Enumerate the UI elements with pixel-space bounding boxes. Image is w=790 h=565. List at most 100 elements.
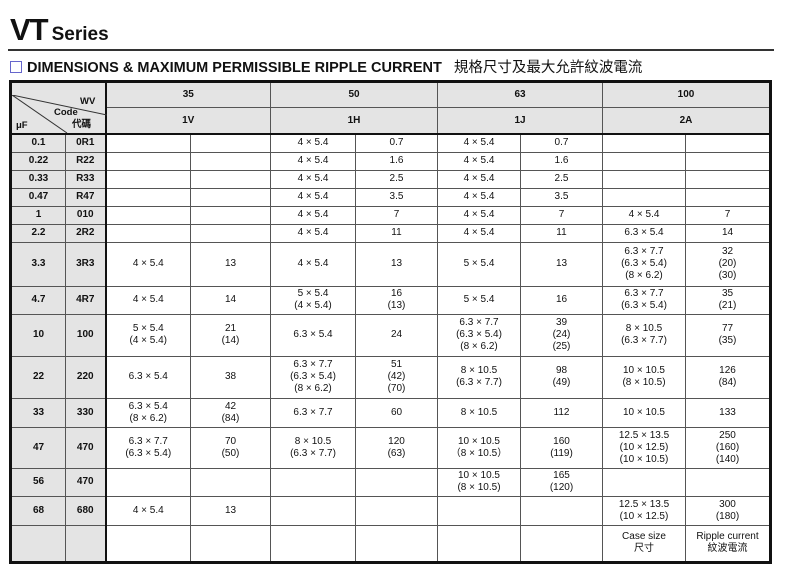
ripple-50v-cell: 3.5 <box>355 187 438 207</box>
case-size-50v-cell: 5 × 5.4 (4 × 5.4) <box>270 285 356 315</box>
ripple-35v-cell: 13 <box>190 495 271 526</box>
case-size-50v-cell: 4 × 5.4 <box>270 187 356 207</box>
case-size-35v-cell: 5 × 5.4 (4 × 5.4) <box>104 313 191 357</box>
case-size-35v-cell: 4 × 5.4 <box>104 285 191 315</box>
code-cell: 010 <box>65 205 106 225</box>
table-row: 2.2 2R2 4 × 5.4 11 4 × 5.4 11 6.3 × 5.4 14 <box>10 223 771 243</box>
ripple-50v-cell: 1.6 <box>355 151 438 171</box>
corner-header: WV Code 代碼 μF <box>10 81 107 135</box>
case-size-35v-cell <box>104 187 191 207</box>
ripple-35v-cell <box>190 524 271 563</box>
ripple-63v-cell: 11 <box>520 223 603 243</box>
ripple-35v-cell: 38 <box>190 355 271 399</box>
case-size-35v-cell: 6.3 × 5.4 (8 × 6.2) <box>104 397 191 428</box>
ripple-35v-cell <box>190 169 271 189</box>
case-size-100v-cell: 10 × 10.5 (8 × 10.5) <box>602 355 686 399</box>
case-size-100v-cell: 12.5 × 13.5 (10 × 12.5) (10 × 10.5) <box>602 426 686 469</box>
case-size-50v-cell: 4 × 5.4 <box>270 241 356 287</box>
ripple-63v-cell: 160 (119) <box>520 426 603 469</box>
case-size-35v-cell: 6.3 × 7.7 (6.3 × 5.4) <box>104 426 191 469</box>
case-size-50v-cell <box>270 524 356 563</box>
ripple-100v-cell: 7 <box>685 205 771 225</box>
capacitance-cell: 0.47 <box>10 187 66 207</box>
ripple-63v-cell: 16 <box>520 285 603 315</box>
series-name: VT <box>10 12 49 47</box>
code-label: Code <box>54 107 78 118</box>
ripple-63v-cell <box>520 495 603 526</box>
code-cell: R47 <box>65 187 106 207</box>
ripple-50v-cell: 11 <box>355 223 438 243</box>
ripple-35v-cell <box>190 223 271 243</box>
case-size-50v-cell: 6.3 × 7.7 <box>270 397 356 428</box>
table-row: 47 470 6.3 × 7.7 (6.3 × 5.4) 70 (50) 8 × 10.… <box>10 426 771 469</box>
case-size-100v-cell: 4 × 5.4 <box>602 205 686 225</box>
ripple-50v-cell <box>355 495 438 526</box>
case-size-50v-cell: 4 × 5.4 <box>270 223 356 243</box>
ripple-35v-cell: 42 (84) <box>190 397 271 428</box>
section-heading: DIMENSIONS & MAXIMUM PERMISSIBLE RIPPLE … <box>10 56 642 77</box>
ripple-35v-cell <box>190 187 271 207</box>
case-size-35v-cell <box>104 524 191 563</box>
wv-label: WV <box>80 96 96 107</box>
case-size-100v-cell: 8 × 10.5 (6.3 × 7.7) <box>602 313 686 357</box>
wv-header: 100 <box>602 80 771 109</box>
code-cell: 330 <box>65 397 106 428</box>
ripple-100v-cell: 133 <box>685 397 771 428</box>
ripple-100v-cell: Ripple current 紋波電流 <box>685 524 771 563</box>
case-size-35v-cell: 4 × 5.4 <box>104 495 191 526</box>
case-size-100v-cell: 6.3 × 5.4 <box>602 223 686 243</box>
case-size-100v-cell <box>602 151 686 171</box>
ripple-100v-cell: 35 (21) <box>685 285 771 315</box>
case-size-50v-cell <box>270 495 356 526</box>
section-title: DIMENSIONS & MAXIMUM PERMISSIBLE RIPPLE … <box>27 60 442 76</box>
ripple-63v-cell <box>520 524 603 563</box>
code-cell: 3R3 <box>65 241 106 287</box>
case-size-50v-cell: 4 × 5.4 <box>270 169 356 189</box>
table-row: 0.22 R22 4 × 5.4 1.6 4 × 5.4 1.6 <box>10 151 771 171</box>
capacitance-cell: 10 <box>10 313 66 357</box>
case-size-100v-cell <box>602 467 686 497</box>
case-size-100v-cell: Case size 尺寸 <box>602 524 686 563</box>
ripple-50v-cell: 0.7 <box>355 133 438 153</box>
wv-header: 35 <box>105 80 271 109</box>
capacitance-cell: 3.3 <box>10 241 66 287</box>
ripple-35v-cell <box>190 205 271 225</box>
case-size-63v-cell: 5 × 5.4 <box>437 241 521 287</box>
table-row: 0.47 R47 4 × 5.4 3.5 4 × 5.4 3.5 <box>10 187 771 207</box>
capacitance-cell: 0.33 <box>10 169 66 189</box>
table-row: 0.33 R33 4 × 5.4 2.5 4 × 5.4 2.5 <box>10 169 771 189</box>
case-size-63v-cell: 4 × 5.4 <box>437 223 521 243</box>
case-size-35v-cell <box>104 205 191 225</box>
ripple-63v-cell: 39 (24) (25) <box>520 313 603 357</box>
code-header: 2A <box>602 107 771 136</box>
ripple-63v-cell: 0.7 <box>520 133 603 153</box>
ripple-50v-cell: 51 (42) (70) <box>355 355 438 399</box>
code-header: 1J <box>437 107 603 136</box>
table-row: Case size 尺寸 Ripple current 紋波電流 <box>10 524 771 563</box>
ripple-35v-cell <box>190 133 271 153</box>
table-row: 4.7 4R7 4 × 5.4 14 5 × 5.4 (4 × 5.4) 16 (13) 5… <box>10 285 771 315</box>
case-size-63v-cell: 8 × 10.5 (6.3 × 7.7) <box>437 355 521 399</box>
code-cell: 100 <box>65 313 106 357</box>
case-size-50v-cell: 4 × 5.4 <box>270 151 356 171</box>
series-label: Series <box>51 24 109 45</box>
case-size-100v-cell: 6.3 × 7.7 (6.3 × 5.4) (8 × 6.2) <box>602 241 686 287</box>
case-size-63v-cell: 4 × 5.4 <box>437 133 521 153</box>
ripple-63v-cell: 7 <box>520 205 603 225</box>
ripple-63v-cell: 1.6 <box>520 151 603 171</box>
case-size-50v-cell: 8 × 10.5 (6.3 × 7.7) <box>270 426 356 469</box>
capacitance-cell: 68 <box>10 495 66 526</box>
case-size-63v-cell: 6.3 × 7.7 (6.3 × 5.4) (8 × 6.2) <box>437 313 521 357</box>
series-title: VT Series <box>10 12 109 48</box>
case-size-50v-cell: 4 × 5.4 <box>270 133 356 153</box>
ripple-63v-cell: 3.5 <box>520 187 603 207</box>
case-size-100v-cell <box>602 133 686 153</box>
ripple-100v-cell: 250 (160) (140) <box>685 426 771 469</box>
case-size-50v-cell: 6.3 × 7.7 (6.3 × 5.4) (8 × 6.2) <box>270 355 356 399</box>
case-size-63v-cell: 4 × 5.4 <box>437 205 521 225</box>
case-size-100v-cell: 10 × 10.5 <box>602 397 686 428</box>
ripple-35v-cell: 14 <box>190 285 271 315</box>
capacitance-cell: 56 <box>10 467 66 497</box>
case-size-63v-cell: 10 × 10.5 (8 × 10.5) <box>437 467 521 497</box>
case-size-35v-cell <box>104 467 191 497</box>
